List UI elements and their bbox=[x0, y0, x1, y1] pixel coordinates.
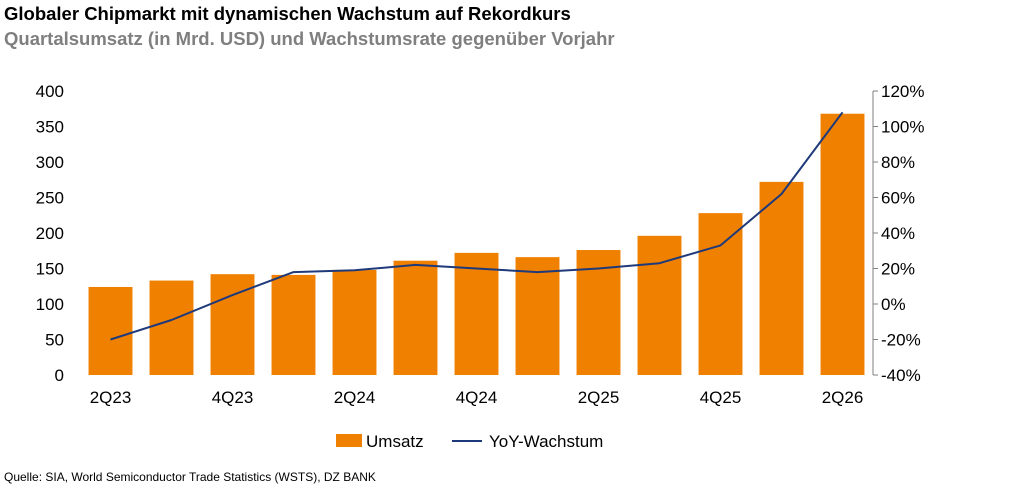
x-tick-label: 4Q24 bbox=[456, 388, 498, 407]
chart-subtitle: Quartalsumsatz (in Mrd. USD) und Wachstu… bbox=[4, 28, 615, 49]
right-tick-label: 0% bbox=[881, 295, 906, 314]
right-tick-label: 100% bbox=[881, 118, 924, 137]
bar-4Q25 bbox=[698, 213, 743, 375]
chart-plot: 0 50 100 150 200 250 300 350 400 -40% -20% 0% 20% 40… bbox=[36, 82, 925, 451]
bar-1Q25 bbox=[515, 257, 560, 375]
legend: Umsatz YoY-Wachstum bbox=[336, 432, 603, 451]
bar-2Q26 bbox=[820, 113, 865, 375]
bar-2Q24 bbox=[332, 269, 377, 375]
bar-3Q24 bbox=[393, 260, 438, 375]
bar-1Q26 bbox=[759, 181, 804, 375]
right-tick-label: 40% bbox=[881, 224, 915, 243]
right-tick-label: 20% bbox=[881, 260, 915, 279]
x-tick-label: 4Q25 bbox=[700, 388, 742, 407]
left-tick-label: 400 bbox=[36, 82, 64, 101]
left-tick-label: 300 bbox=[36, 153, 64, 172]
x-tick-label: 2Q25 bbox=[578, 388, 620, 407]
legend-swatch-umsatz bbox=[336, 434, 362, 447]
bar-3Q25 bbox=[637, 235, 682, 375]
bar-2Q23 bbox=[88, 286, 133, 375]
right-tick-label: 60% bbox=[881, 189, 915, 208]
bar-4Q23 bbox=[210, 274, 255, 375]
bar-series-umsatz bbox=[88, 113, 865, 375]
legend-label-yoy: YoY-Wachstum bbox=[489, 432, 603, 451]
right-tick-label: -40% bbox=[881, 366, 921, 385]
left-axis-ticks: 0 50 100 150 200 250 300 350 400 bbox=[36, 82, 64, 385]
left-tick-label: 100 bbox=[36, 295, 64, 314]
right-axis: -40% -20% 0% 20% 40% 60% 80% 100% 120% bbox=[872, 82, 924, 385]
x-tick-label: 2Q23 bbox=[90, 388, 132, 407]
legend-label-umsatz: Umsatz bbox=[366, 432, 424, 451]
chart-title: Globaler Chipmarkt mit dynamischen Wachs… bbox=[4, 3, 571, 24]
left-tick-label: 0 bbox=[55, 366, 64, 385]
source-note: Quelle: SIA, World Semiconductor Trade S… bbox=[4, 470, 376, 484]
x-tick-label: 4Q23 bbox=[212, 388, 254, 407]
bar-1Q24 bbox=[271, 274, 316, 375]
bar-4Q24 bbox=[454, 252, 499, 375]
left-tick-label: 150 bbox=[36, 260, 64, 279]
x-tick-label: 2Q24 bbox=[334, 388, 376, 407]
x-axis-ticks: 2Q23 4Q23 2Q24 4Q24 2Q25 4Q25 2Q26 bbox=[90, 388, 864, 407]
left-tick-label: 250 bbox=[36, 189, 64, 208]
left-tick-label: 200 bbox=[36, 224, 64, 243]
right-tick-label: 80% bbox=[881, 153, 915, 172]
bar-3Q23 bbox=[149, 280, 194, 375]
line-series-yoy bbox=[110, 111, 844, 341]
bar-2Q25 bbox=[576, 250, 621, 375]
x-tick-label: 2Q26 bbox=[822, 388, 864, 407]
right-tick-label: 120% bbox=[881, 82, 924, 101]
right-tick-label: -20% bbox=[881, 331, 921, 350]
left-tick-label: 350 bbox=[36, 118, 64, 137]
left-tick-label: 50 bbox=[45, 331, 64, 350]
